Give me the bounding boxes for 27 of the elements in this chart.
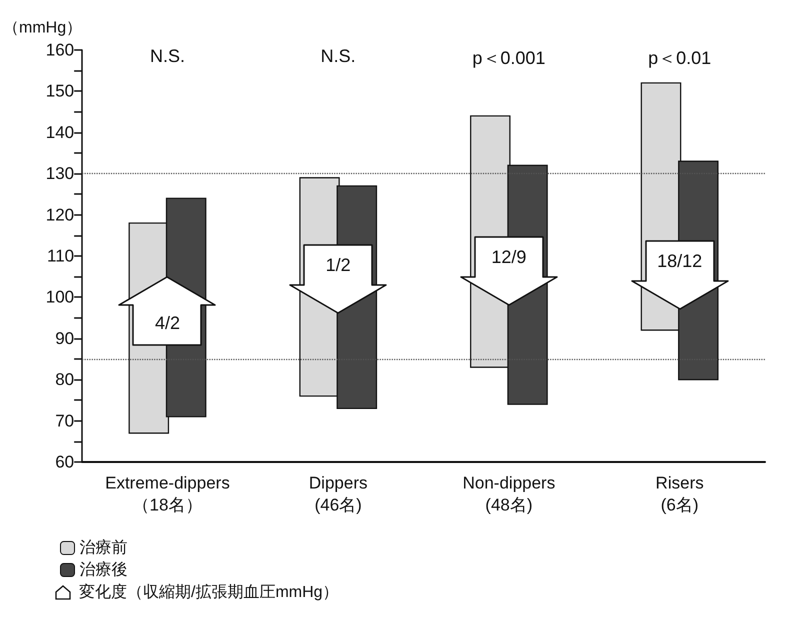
text: 変化度（収縮期/拡張期血圧mmHg） xyxy=(79,582,339,603)
annotation: p＜0.001 xyxy=(471,47,546,70)
annotation: 4/2 xyxy=(154,313,181,334)
y-tick-label: 80 xyxy=(55,370,74,390)
annotation: 1/2 xyxy=(324,254,352,276)
y-tick-label: 130 xyxy=(46,164,74,184)
y-tick-label: 90 xyxy=(55,328,74,348)
legend-label: 治療前 xyxy=(80,538,128,556)
y-tick-label: 110 xyxy=(47,246,74,266)
x-tick-label: Risers (6名) xyxy=(656,474,704,514)
annotation: 12/9 xyxy=(490,246,528,268)
legend-label: 治療後 xyxy=(80,560,128,578)
annotation: 18/12 xyxy=(656,250,704,272)
y-tick-label: 100 xyxy=(46,288,74,307)
annotation: p＜0.01 xyxy=(647,47,712,70)
annotation: N.S. xyxy=(148,46,186,67)
y-tick-label: 70 xyxy=(55,411,74,430)
y-tick-label: 120 xyxy=(46,205,74,224)
y-tick-label: 160 xyxy=(46,40,74,60)
x-tick-label: Non-dippers (48名) xyxy=(462,474,556,514)
y-axis-title: （mmHg） xyxy=(3,20,82,36)
y-tick-label: 60 xyxy=(55,452,74,472)
y-tick-label: 140 xyxy=(46,122,74,142)
annotation: N.S. xyxy=(320,46,357,67)
y-tick-label: 150 xyxy=(46,82,74,101)
x-tick-label: Dippers (46名) xyxy=(308,474,368,514)
x-tick-label: Extreme-dippers （18名） xyxy=(105,474,230,514)
